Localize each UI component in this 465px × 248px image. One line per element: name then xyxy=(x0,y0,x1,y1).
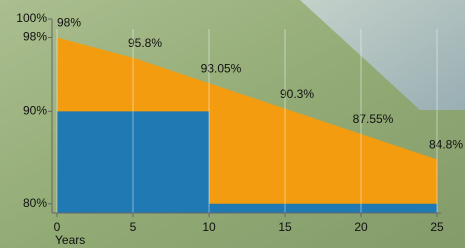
data-label: 98% xyxy=(57,16,81,30)
x-tick-label: 15 xyxy=(278,220,292,234)
y-tick-label: 80% xyxy=(23,196,47,210)
y-tick-label: 98% xyxy=(23,30,47,44)
x-tick-label: 0 xyxy=(54,220,61,234)
x-tick-label: 25 xyxy=(430,220,444,234)
chart: Years 98%95.8%93.05%90.3%87.55%84.8%80%9… xyxy=(0,0,465,248)
data-label: 87.55% xyxy=(353,112,394,126)
x-tick-label: 10 xyxy=(202,220,216,234)
y-tick-label: 100% xyxy=(16,11,47,25)
y-tick-label: 90% xyxy=(23,104,47,118)
x-tick-label: 5 xyxy=(130,220,137,234)
data-label: 84.8% xyxy=(429,138,463,152)
x-axis-label: Years xyxy=(55,233,85,247)
data-label: 93.05% xyxy=(201,61,242,75)
x-tick-label: 20 xyxy=(354,220,368,234)
